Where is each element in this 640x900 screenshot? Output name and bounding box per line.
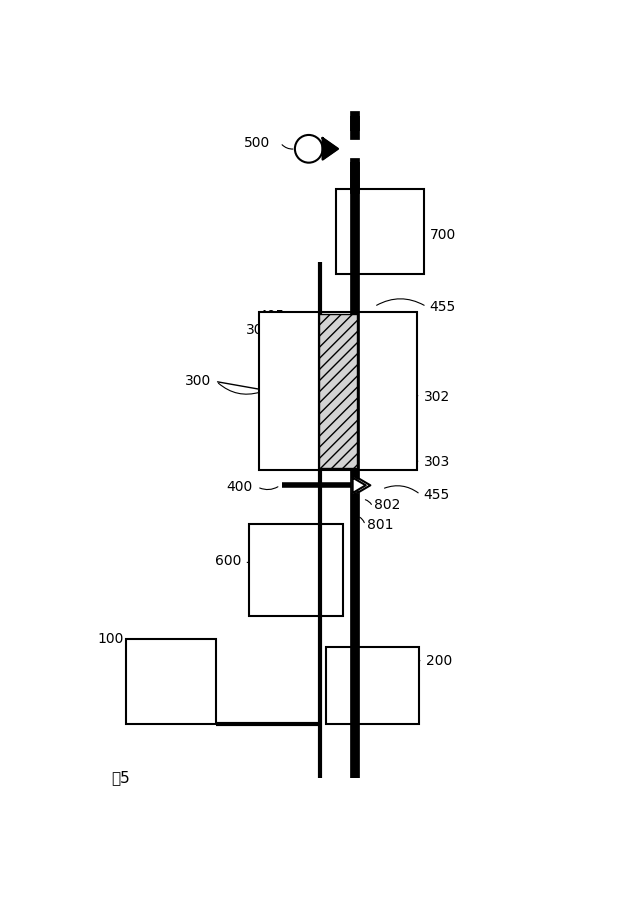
Text: 600: 600 [216,554,242,568]
Text: 700: 700 [429,228,456,242]
Bar [326,647,419,724]
Text: 455: 455 [429,300,456,314]
Bar [250,524,344,616]
Text: 400: 400 [227,480,253,494]
Text: 801: 801 [367,518,393,532]
Bar [126,639,216,724]
Polygon shape [357,478,371,493]
Bar [336,189,424,274]
Text: 200: 200 [426,654,452,668]
Text: 301: 301 [246,323,273,337]
Polygon shape [323,138,338,159]
Bar [259,312,417,470]
Text: 405: 405 [258,309,284,323]
Text: 500: 500 [244,136,270,149]
Text: 455: 455 [424,488,450,501]
Bar [319,314,357,468]
Text: 303: 303 [424,455,450,469]
Text: 802: 802 [374,499,401,512]
Polygon shape [353,478,365,493]
Text: 302: 302 [424,390,450,404]
Text: 図5: 図5 [111,770,130,786]
Text: 300: 300 [185,374,211,389]
Text: 100: 100 [97,633,124,646]
